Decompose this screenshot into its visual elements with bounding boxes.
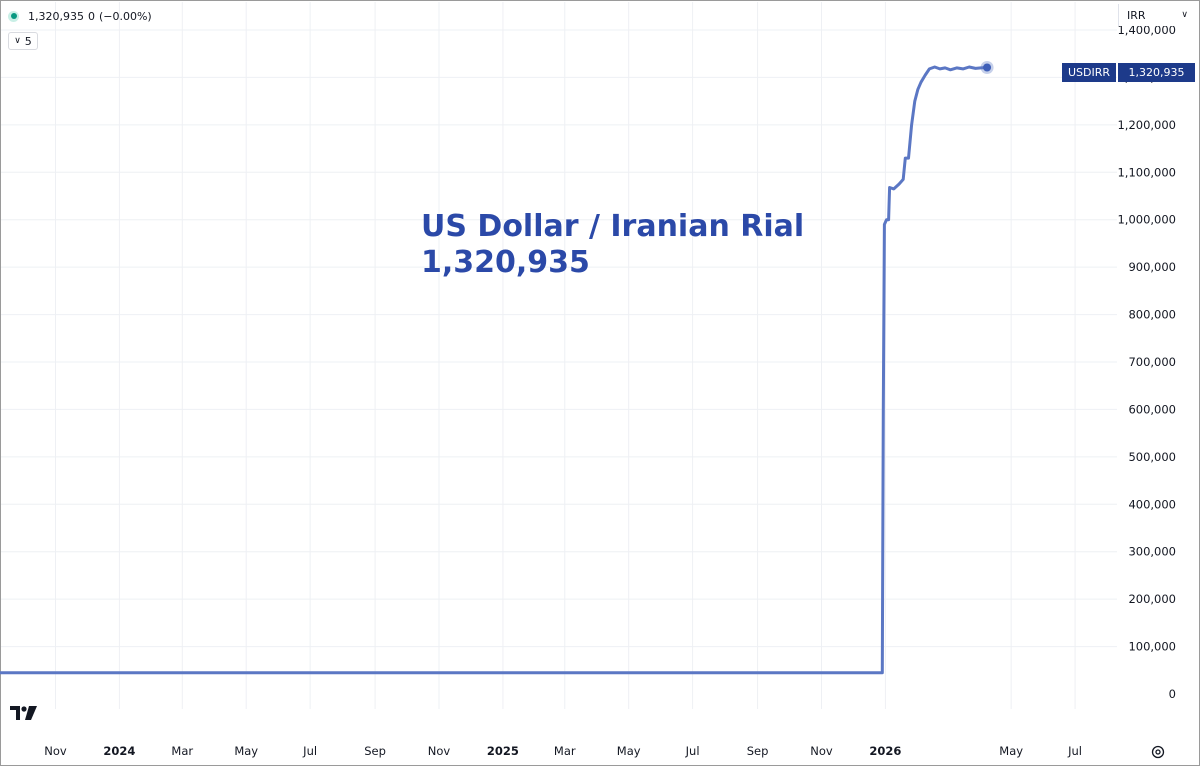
x-tick-label: Mar (554, 744, 576, 758)
y-tick-label: 800,000 (1128, 308, 1176, 322)
x-tick-label: Sep (747, 744, 769, 758)
series-line (0, 65, 988, 675)
last-point-marker (983, 63, 992, 72)
legend-price: 1,320,935 (28, 9, 84, 23)
last-price-badge: 1,320,935 (1118, 63, 1195, 82)
x-tick-label: Mar (171, 744, 193, 758)
y-tick-label: 500,000 (1128, 450, 1176, 464)
x-tick-label: Jul (685, 744, 700, 758)
settings-icon[interactable] (1150, 744, 1166, 760)
y-tick-label: 300,000 (1128, 545, 1176, 559)
chevron-down-icon: ∨ (14, 36, 21, 46)
x-tick-label: 2024 (103, 744, 135, 758)
chart-grid (1, 2, 1117, 709)
price-axis: 0 100,000 200,000 300,000 400,000 500,000 600,… (1117, 23, 1176, 701)
x-tick-label: Jul (302, 744, 317, 758)
interval-button[interactable]: ∨ 5 (8, 32, 38, 50)
x-tick-label: 2025 (487, 744, 519, 758)
interval-label: 5 (24, 34, 32, 48)
y-tick-label: 1,100,000 (1117, 165, 1176, 179)
currency-label: IRR (1127, 8, 1146, 22)
legend-header: 1,320,935 0 (−0.00%) (8, 7, 156, 25)
legend-change: 0 (87, 9, 95, 23)
currency-selector[interactable]: IRR ∨ (1118, 4, 1194, 26)
x-tick-label: Nov (428, 744, 451, 758)
watermark-price: 1,320,935 (421, 245, 590, 280)
symbol-badge: USDIRR (1062, 63, 1116, 82)
price-series (0, 60, 994, 675)
watermark-name: US Dollar / Iranian Rial (421, 209, 805, 244)
symbol-badge-label: USDIRR (1067, 66, 1111, 79)
x-tick-label: 2026 (869, 744, 901, 758)
y-tick-label: 200,000 (1128, 592, 1176, 606)
y-tick-label: 100,000 (1128, 640, 1176, 654)
y-tick-label: 600,000 (1128, 402, 1176, 416)
x-tick-label: Sep (364, 744, 386, 758)
y-tick-label: 1,200,000 (1117, 118, 1176, 132)
chevron-down-icon: ∨ (1181, 10, 1188, 20)
y-tick-label: 900,000 (1128, 260, 1176, 274)
market-status-icon[interactable] (8, 10, 19, 22)
x-tick-label: Nov (44, 744, 67, 758)
y-tick-label: 1,000,000 (1117, 213, 1176, 227)
tradingview-logo-icon[interactable] (10, 704, 42, 724)
y-tick-label: 0 (1169, 687, 1176, 701)
last-price-value: 1,320,935 (1128, 66, 1185, 79)
x-tick-label: May (617, 744, 641, 758)
y-tick-label: 700,000 (1128, 355, 1176, 369)
x-tick-label: May (999, 744, 1023, 758)
x-tick-label: Nov (810, 744, 833, 758)
legend-change-percent: (−0.00%) (98, 9, 152, 23)
x-tick-label: Jul (1067, 744, 1082, 758)
y-tick-label: 400,000 (1128, 497, 1176, 511)
y-tick-label: 1,400,000 (1117, 23, 1176, 37)
x-tick-label: May (234, 744, 258, 758)
time-axis: Nov 2024 Mar May Jul Sep Nov 2025 Mar May Jul Sep No… (44, 744, 1082, 758)
symbol-watermark: US Dollar / Iranian Rial 1,320,935 (421, 209, 804, 281)
